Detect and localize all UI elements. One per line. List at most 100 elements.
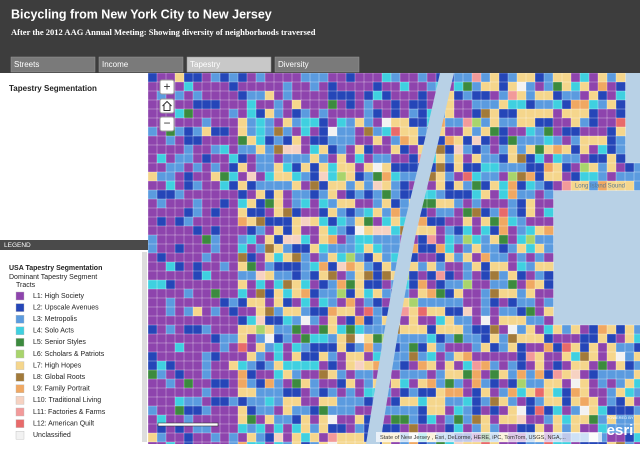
tract (588, 99, 599, 110)
tab[interactable] (186, 56, 272, 73)
tract (570, 360, 581, 371)
tract (291, 153, 302, 164)
tract (471, 243, 482, 254)
tract (579, 108, 590, 119)
tract (255, 180, 266, 191)
tab[interactable] (10, 56, 96, 73)
tract (399, 198, 410, 209)
tract (336, 288, 347, 299)
tract (192, 297, 203, 308)
tract (498, 324, 509, 335)
tract (615, 73, 626, 83)
tract (345, 90, 356, 101)
tab-label[interactable]: Tapestry (190, 60, 220, 69)
tab-label[interactable]: Streets (14, 60, 39, 69)
tab[interactable] (98, 56, 184, 73)
scrollbar[interactable] (142, 252, 147, 442)
tract (192, 270, 203, 281)
tract (345, 423, 356, 434)
tract (507, 351, 518, 362)
zoom-in[interactable] (159, 79, 175, 95)
tract (471, 306, 482, 317)
tab-label[interactable]: Diversity (278, 60, 309, 69)
tract (148, 189, 158, 200)
tract (525, 369, 536, 380)
tract (525, 180, 536, 191)
tract (282, 288, 293, 299)
tract (282, 306, 293, 317)
tract (507, 73, 518, 83)
tract (408, 108, 419, 119)
tract (219, 261, 230, 272)
tract (417, 81, 428, 92)
tract (336, 405, 347, 416)
tract (219, 288, 230, 299)
zoom-in-label[interactable]: + (163, 80, 170, 94)
tract (390, 81, 401, 92)
tract (345, 180, 356, 191)
tract (498, 252, 509, 263)
tract (246, 387, 257, 398)
tract (309, 378, 320, 389)
zoom-out-label[interactable]: − (163, 116, 170, 130)
tract (471, 189, 482, 200)
tract (228, 117, 239, 128)
tract (561, 144, 572, 155)
tract (444, 342, 455, 353)
tract (534, 81, 545, 92)
tract (309, 153, 320, 164)
tract (318, 288, 329, 299)
tab-label[interactable]: Income (102, 60, 129, 69)
tract (444, 162, 455, 173)
tract (192, 144, 203, 155)
tract (453, 279, 464, 290)
tract (210, 180, 221, 191)
tract (381, 180, 392, 191)
tract (615, 324, 626, 335)
tract (228, 180, 239, 191)
tract (489, 342, 500, 353)
tract (462, 135, 473, 146)
tract (462, 153, 473, 164)
tract (327, 441, 338, 444)
tract (309, 90, 320, 101)
tract (426, 414, 437, 425)
tract (579, 396, 590, 407)
tract (318, 387, 329, 398)
tract (516, 252, 527, 263)
tract (255, 216, 266, 227)
tract (372, 81, 383, 92)
zoom-out[interactable] (159, 116, 175, 132)
map[interactable]: Long Island Sound + − State of New Jerse… (148, 73, 640, 444)
tract (228, 441, 239, 444)
tract (588, 324, 599, 335)
tract (507, 270, 518, 281)
tract (273, 90, 284, 101)
tract (489, 288, 500, 299)
tract (318, 342, 329, 353)
tract (543, 396, 554, 407)
tract (597, 135, 608, 146)
tract (453, 126, 464, 137)
tract (453, 144, 464, 155)
tract (219, 153, 230, 164)
legend-header (0, 240, 148, 250)
tract (624, 180, 635, 191)
tract (183, 360, 194, 371)
tract (183, 432, 194, 443)
tab[interactable] (274, 56, 360, 73)
tract (300, 288, 311, 299)
tract (255, 225, 266, 236)
tract (462, 270, 473, 281)
tract (282, 144, 293, 155)
tract (219, 423, 230, 434)
tract (462, 360, 473, 371)
tract (498, 414, 509, 425)
tract (300, 99, 311, 110)
tract (156, 153, 167, 164)
tract (183, 81, 194, 92)
tract (282, 279, 293, 290)
tract (219, 198, 230, 209)
tract (426, 297, 437, 308)
tract (291, 270, 302, 281)
